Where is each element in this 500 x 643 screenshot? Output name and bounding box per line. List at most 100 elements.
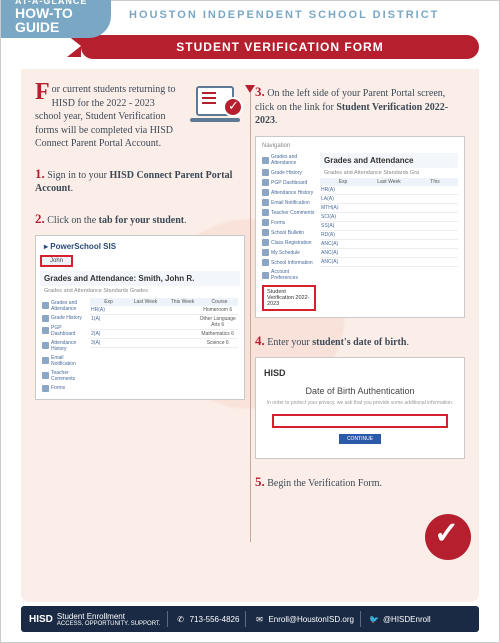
sidebar-item[interactable]: Forms (42, 383, 86, 393)
step-4: 4. Enter your student's date of birth. (255, 332, 465, 350)
table-row: HR(A)Homeroom 6 (90, 306, 238, 315)
sidebar-item[interactable]: Grades and Attendance (262, 153, 316, 168)
header: AT-A-GLANCE HOW-TO GUIDE HOUSTON INDEPEN… (1, 1, 499, 29)
table-row: LA(A) (320, 195, 458, 204)
sidebar-item[interactable]: PGP Dashboard (262, 178, 316, 188)
table-row: ANC(A) (320, 240, 458, 249)
dob-input[interactable] (272, 414, 448, 428)
badge-line2: HOW-TO (15, 6, 101, 20)
sidebar-item[interactable]: Grade History (262, 168, 316, 178)
step-num: 2. (35, 211, 45, 226)
panel-heading: Grades and Attendance (320, 153, 458, 168)
intro-block: For current students returning to HISD f… (35, 83, 245, 151)
sidebar-item[interactable]: School Information (262, 258, 316, 268)
district-name: HOUSTON INDEPENDENT SCHOOL DISTRICT (129, 9, 439, 21)
content-panel: For current students returning to HISD f… (21, 69, 479, 602)
sidebar-item[interactable]: My Schedule (262, 248, 316, 258)
footer-dept-name: Student Enrollment (57, 612, 161, 621)
screenshot-step4: HISD Date of Birth Authentication In ord… (255, 357, 465, 459)
left-column: For current students returning to HISD f… (35, 83, 245, 588)
column-divider (250, 93, 251, 542)
step-bold: tab for your student (99, 215, 184, 226)
panel-heading: Grades and Attendance: Smith, John R. (40, 271, 240, 286)
grades-table: Grades and Attendance Grades and Attenda… (318, 151, 460, 313)
twitter-icon: 🐦 (369, 614, 379, 624)
step-num: 5. (255, 474, 265, 489)
sidebar-item[interactable]: Account Preferences (262, 268, 316, 283)
email-address: Enroll@HoustonISD.org (268, 615, 354, 624)
phone-icon: ✆ (176, 614, 186, 624)
sidebar-item[interactable]: Forms (262, 218, 316, 228)
student-verification-link[interactable]: Student Verification 2022-2023 (262, 285, 316, 311)
sidebar-item[interactable]: Attendance History (42, 338, 86, 353)
dob-heading: Date of Birth Authentication (264, 386, 456, 396)
step-text: Begin the Verification Form. (267, 478, 382, 489)
step-num: 3. (255, 84, 265, 99)
divider-arrow-icon (245, 85, 255, 93)
dob-subtext: In order to protect your privacy, we ask… (264, 400, 456, 406)
subtabs: Grades and Attendance Standards Grades (40, 286, 240, 296)
intro-text: For current students returning to HISD f… (35, 83, 180, 151)
table-row: SCI(A) (320, 213, 458, 222)
step-text: Click on the (47, 215, 98, 226)
nav-label: Navigation (260, 141, 460, 151)
large-checkmark-icon (425, 514, 471, 560)
sidebar-item[interactable]: Grades and Attendance (42, 298, 86, 313)
footer-email: ✉ Enroll@HoustonISD.org (245, 611, 354, 627)
table-row: ANC(A) (320, 249, 458, 258)
table-row: 2(A)Mathematics 6 (90, 330, 238, 339)
table-row: 3(A)Science 6 (90, 339, 238, 348)
twitter-handle: @HISDEnroll (383, 615, 431, 624)
right-column: 3. On the left side of your Parent Porta… (255, 83, 465, 588)
table-row: 1(A)Other Language Arts 6 (90, 315, 238, 330)
sidebar-item[interactable]: Attendance History (262, 188, 316, 198)
app-title: ▸ PowerSchool SIS (44, 242, 240, 251)
footer-dept: HISD Student Enrollment ACCESS. OPPORTUN… (29, 611, 161, 627)
nav-sidebar: Grades and Attendance Grade History PGP … (260, 151, 318, 313)
screenshot-step3: Navigation Grades and Attendance Grade H… (255, 136, 465, 318)
table-row: HR(A) (320, 186, 458, 195)
sidebar-item[interactable]: Grade History (42, 313, 86, 323)
laptop-checklist-icon (190, 83, 245, 128)
badge-line3: GUIDE (15, 20, 101, 34)
step-5: 5. Begin the Verification Form. (255, 473, 465, 491)
nav-sidebar: Grades and Attendance Grade History PGP … (40, 296, 88, 395)
step-2: 2. Click on the tab for your student. (35, 210, 245, 228)
footer-bar: HISD Student Enrollment ACCESS. OPPORTUN… (21, 606, 479, 632)
sidebar-item[interactable]: Email Notification (42, 353, 86, 368)
step-num: 1. (35, 166, 45, 181)
phone-number: 713-556-4826 (190, 615, 240, 624)
sidebar-item[interactable]: Class Registration (262, 238, 316, 248)
hisd-logo: HISD (29, 614, 53, 625)
student-tab[interactable]: John (40, 255, 73, 267)
intro-body: or current students returning to HISD fo… (35, 84, 176, 149)
checkmark-icon (223, 97, 243, 117)
step-text: Sign in to your (47, 170, 109, 181)
sidebar-item[interactable]: Email Notification (262, 198, 316, 208)
step-num: 4. (255, 333, 265, 348)
sidebar-item[interactable]: Teacher Comments (262, 208, 316, 218)
screenshot-step2: ▸ PowerSchool SIS John Grades and Attend… (35, 235, 245, 400)
page-title: STUDENT VERIFICATION FORM (81, 35, 479, 59)
footer-twitter: 🐦 @HISDEnroll (360, 611, 431, 627)
guide-badge: AT-A-GLANCE HOW-TO GUIDE (1, 0, 111, 38)
step-1: 1. Sign in to your HISD Connect Parent P… (35, 165, 245, 196)
step-text: Enter your (267, 337, 312, 348)
grades-table: ExpLast WeekThis WeekCourse HR(A)Homeroo… (88, 296, 240, 395)
sidebar-item[interactable]: Teacher Comments (42, 368, 86, 383)
table-row: ANC(A) (320, 258, 458, 267)
continue-button[interactable]: CONTINUE (339, 434, 381, 444)
table-row: SS(A) (320, 222, 458, 231)
dropcap: F (35, 83, 50, 102)
subtabs: Grades and Attendance Standards Gra (320, 168, 458, 178)
table-row: RD(A) (320, 231, 458, 240)
sidebar-item[interactable]: School Bulletin (262, 228, 316, 238)
footer-tagline: ACCESS. OPPORTUNITY. SUPPORT. (57, 621, 161, 627)
hisd-logo: HISD (264, 368, 456, 378)
sidebar-item[interactable]: PGP Dashboard (42, 323, 86, 338)
step-bold: student's date of birth (312, 337, 406, 348)
table-row: MTH(A) (320, 204, 458, 213)
footer-phone: ✆ 713-556-4826 (167, 611, 240, 627)
title-wrap: STUDENT VERIFICATION FORM (1, 35, 499, 61)
step-3: 3. On the left side of your Parent Porta… (255, 83, 465, 128)
